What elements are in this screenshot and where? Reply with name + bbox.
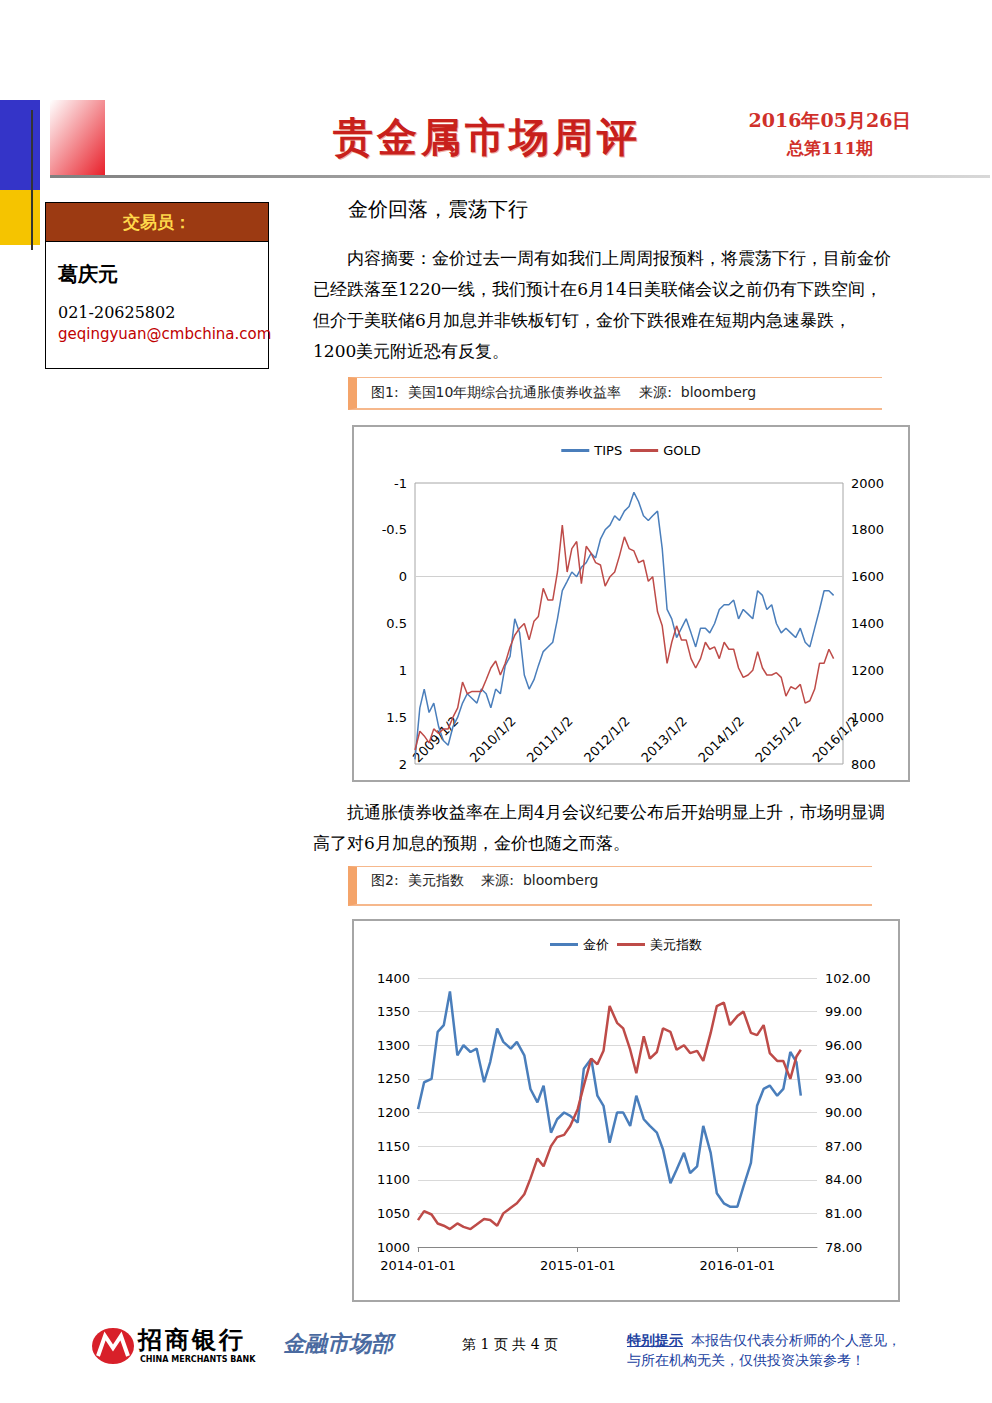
html-text:geqingyuan@cmbchina.com: geqingyuan@cmbchina.com [58, 325, 272, 343]
html-text:2016年05月26日: 2016年05月26日 [748, 109, 912, 131]
svg-text:96.00: 96.00 [825, 1038, 862, 1053]
svg-text:1400: 1400 [851, 616, 884, 631]
html-text:葛庆元: 葛庆元 [58, 262, 118, 286]
svg-text:TIPS: TIPS [593, 443, 622, 458]
svg-text:87.00: 87.00 [825, 1139, 862, 1154]
svg-text:金价: 金价 [583, 937, 609, 952]
svg-text:0.5: 0.5 [386, 616, 407, 631]
svg-text:81.00: 81.00 [825, 1206, 862, 1221]
html-text:021-20625802: 021-20625802 [58, 303, 176, 322]
svg-text:2016-01-01: 2016-01-01 [700, 1258, 776, 1273]
svg-text:1400: 1400 [377, 971, 410, 986]
svg-text:84.00: 84.00 [825, 1172, 862, 1187]
svg-text:2010/1/2: 2010/1/2 [467, 713, 519, 765]
html-text:招商银行: 招商银行 [138, 1325, 246, 1354]
html-text:贵金属市场周评: 贵金属市场周评 [333, 113, 641, 160]
html-text:图2: 美元指数 来源: bloomberg: 图2: 美元指数 来源: bloomberg [371, 872, 599, 888]
html-text:本报告仅代表分析师的个人意见，: 本报告仅代表分析师的个人意见， [691, 1332, 901, 1348]
svg-text:99.00: 99.00 [825, 1004, 862, 1019]
svg-text:1000: 1000 [851, 709, 885, 725]
svg-text:1300: 1300 [377, 1038, 410, 1053]
svg-text:102.00: 102.00 [825, 971, 871, 986]
html-text:内容摘要：金价过去一周有如我们上周周报预料，将震荡下行，目前: 内容摘要：金价过去一周有如我们上周周报预料，将震荡下行，目前金价已经跌落至122… [313, 248, 891, 361]
svg-text:2011/1/2: 2011/1/2 [524, 713, 576, 765]
svg-text:93.00: 93.00 [825, 1071, 862, 1086]
svg-text:2015/1/2: 2015/1/2 [752, 713, 804, 765]
html-text:总第111期: 总第111期 [786, 138, 874, 158]
svg-text:-0.5: -0.5 [382, 522, 407, 537]
html-text:金价回落，震荡下行: 金价回落，震荡下行 [348, 197, 528, 221]
svg-text:1.5: 1.5 [386, 710, 407, 725]
html-text:抗通胀债券收益率在上周4月会议纪要公布后开始明显上升，市场明: 抗通胀债券收益率在上周4月会议纪要公布后开始明显上升，市场明显调高了对6月加息的… [313, 802, 885, 853]
svg-text:800: 800 [851, 757, 876, 772]
svg-text:2: 2 [399, 757, 407, 772]
svg-text:2013/1/2: 2013/1/2 [638, 713, 690, 765]
svg-text:1050: 1050 [377, 1206, 410, 1221]
svg-text:78.00: 78.00 [825, 1240, 862, 1255]
svg-text:1100: 1100 [377, 1172, 410, 1187]
svg-text:2014-01-01: 2014-01-01 [380, 1258, 456, 1273]
svg-text:2009/1/2: 2009/1/2 [409, 713, 462, 766]
html-text:图1: 美国10年期综合抗通胀债券收益率 来源: bloom: 图1: 美国10年期综合抗通胀债券收益率 来源: bloomberg [371, 384, 757, 400]
svg-text:1200: 1200 [377, 1105, 410, 1120]
svg-text:2000: 2000 [851, 476, 884, 491]
svg-text:0: 0 [399, 569, 407, 584]
html-text:与所在机构无关，仅供投资决策参考！: 与所在机构无关，仅供投资决策参考！ [627, 1352, 865, 1368]
svg-text:1250: 1250 [377, 1071, 410, 1086]
svg-text:1350: 1350 [377, 1004, 410, 1019]
html-text:金融市场部: 金融市场部 [283, 1330, 393, 1356]
svg-text:2012/1/2: 2012/1/2 [581, 713, 633, 765]
svg-text:美元指数: 美元指数 [650, 937, 702, 952]
svg-text:2016/1/2: 2016/1/2 [809, 713, 861, 765]
html-text:特别提示: 特别提示 [627, 1332, 683, 1348]
svg-text:1200: 1200 [851, 663, 884, 678]
svg-text:2014/1/2: 2014/1/2 [695, 713, 747, 765]
svg-text:1000: 1000 [377, 1240, 410, 1255]
svg-text:1800: 1800 [851, 522, 884, 537]
svg-text:1600: 1600 [851, 569, 884, 584]
svg-text:GOLD: GOLD [663, 443, 701, 458]
svg-text:-1: -1 [394, 476, 407, 491]
svg-text:2015-01-01: 2015-01-01 [540, 1258, 616, 1273]
svg-text:90.00: 90.00 [825, 1105, 862, 1120]
html-text:第 1 页 共 4 页: 第 1 页 共 4 页 [462, 1336, 559, 1352]
svg-text:1: 1 [399, 663, 407, 678]
html-text:CHINA MERCHANTS BANK: CHINA MERCHANTS BANK [140, 1355, 256, 1364]
html-text:交易员：: 交易员： [123, 212, 191, 232]
svg-text:1150: 1150 [377, 1139, 410, 1154]
